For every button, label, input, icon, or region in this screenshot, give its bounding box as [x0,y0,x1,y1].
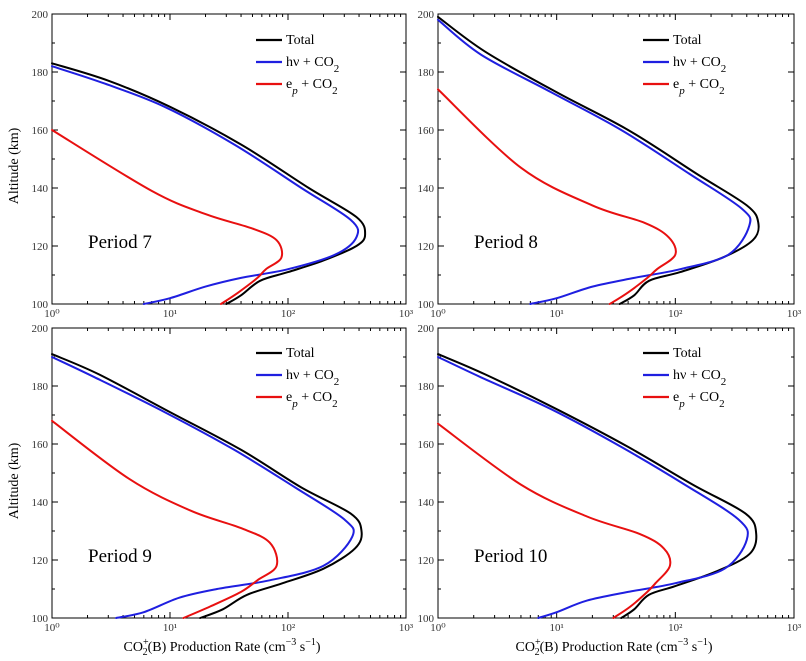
legend-label: Total [673,346,702,361]
y-tick-label: 200 [32,9,49,21]
y-tick-label: 100 [32,613,49,625]
panel-3: 100 120 140 160 180 200 10⁰ 10¹ 10² 10³ Period 9 To… [32,323,414,634]
x-tick-label: 10¹ [550,308,564,320]
legend-label: hν + CO2 [673,55,726,75]
series-line-total [437,15,760,305]
panel-2: 100 120 140 160 180 200 10⁰ 10¹ 10² 10³ Period 8 To… [418,9,802,320]
legend-label: hν + CO2 [286,368,339,388]
period-label: Period 9 [88,546,152,567]
series-line-photo [51,65,360,305]
legend-label: ep + CO2 [286,390,338,410]
x-tick-label: 10² [281,622,296,634]
panel-4: 100 120 140 160 180 200 10⁰ 10¹ 10² 10³ Period 10 T… [418,323,802,634]
legend-label: hν + CO2 [286,55,339,75]
x-tick-label: 10³ [787,308,802,320]
y-tick-label: 140 [32,183,49,195]
y-tick-label: 160 [32,439,49,451]
plot-frame [437,13,795,305]
legend-label: Total [286,33,315,48]
y-tick-label: 140 [418,497,435,509]
y-tick-label: 160 [418,439,435,451]
x-tick-label: 10¹ [163,308,177,320]
series-line-photo [437,18,752,305]
y-tick-label: 120 [32,555,49,567]
x-tick-label: 10³ [787,622,802,634]
y-tick-label: 200 [32,323,49,335]
y-tick-label: 160 [418,125,435,137]
series-line-electron [51,419,279,619]
y-tick-label: 180 [32,67,49,79]
y-tick-label: 100 [32,299,49,311]
series-line-total [51,62,367,305]
panel-1: 100 120 140 160 180 200 10⁰ 10¹ 10² 10³ Period 7 To… [32,9,414,320]
plot-frame [51,13,407,305]
series-line-total [437,353,758,619]
xlabel-right: CO+ 2(B) Production Rate (cm−3 s−1) [515,637,712,658]
y-tick-label: 200 [418,9,435,21]
panels: 100 120 140 160 180 200 10⁰ 10¹ 10² 10³ Period 7 To… [32,9,802,634]
x-tick-label: 10⁰ [44,622,60,634]
x-tick-label: 10⁰ [430,622,446,634]
y-tick-label: 100 [418,299,435,311]
period-label: Period 10 [474,546,547,567]
x-tick-label: 10¹ [163,622,177,634]
x-tick-label: 10² [668,622,683,634]
x-tick-label: 10¹ [550,622,564,634]
y-tick-label: 100 [418,613,435,625]
plot-frame [437,327,795,619]
x-tick-label: 10² [668,308,683,320]
y-tick-label: 120 [418,241,435,253]
x-tick-label: 10² [281,308,296,320]
x-tick-label: 10³ [399,308,414,320]
legend-label: hν + CO2 [673,368,726,388]
legend-label: ep + CO2 [286,77,338,97]
legend-label: ep + CO2 [673,390,725,410]
ylabel-top: Altitude (km) [7,127,22,204]
y-tick-label: 180 [32,381,49,393]
y-tick-label: 200 [418,323,435,335]
x-tick-label: 10³ [399,622,414,634]
y-tick-label: 120 [32,241,49,253]
series-line-photo [437,356,749,619]
ylabel-bottom: Altitude (km) [7,442,22,519]
legend-label: ep + CO2 [673,77,725,97]
period-label: Period 7 [88,232,152,253]
x-tick-label: 10⁰ [430,308,446,320]
series-line-electron [51,129,284,305]
y-tick-label: 120 [418,555,435,567]
x-tick-label: 10⁰ [44,308,60,320]
series-line-electron [437,422,672,619]
legend-label: Total [673,33,702,48]
xlabel-left: CO+ 2(B) Production Rate (cm−3 s−1) [123,637,320,658]
legend-label: Total [286,346,315,361]
series-line-photo [51,356,355,619]
series-line-electron [437,88,677,305]
y-tick-label: 180 [418,381,435,393]
series-line-total [51,353,363,619]
y-tick-label: 160 [32,125,49,137]
y-tick-label: 180 [418,67,435,79]
y-tick-label: 140 [32,497,49,509]
plot-frame [51,327,407,619]
y-tick-label: 140 [418,183,435,195]
period-label: Period 8 [474,232,538,253]
